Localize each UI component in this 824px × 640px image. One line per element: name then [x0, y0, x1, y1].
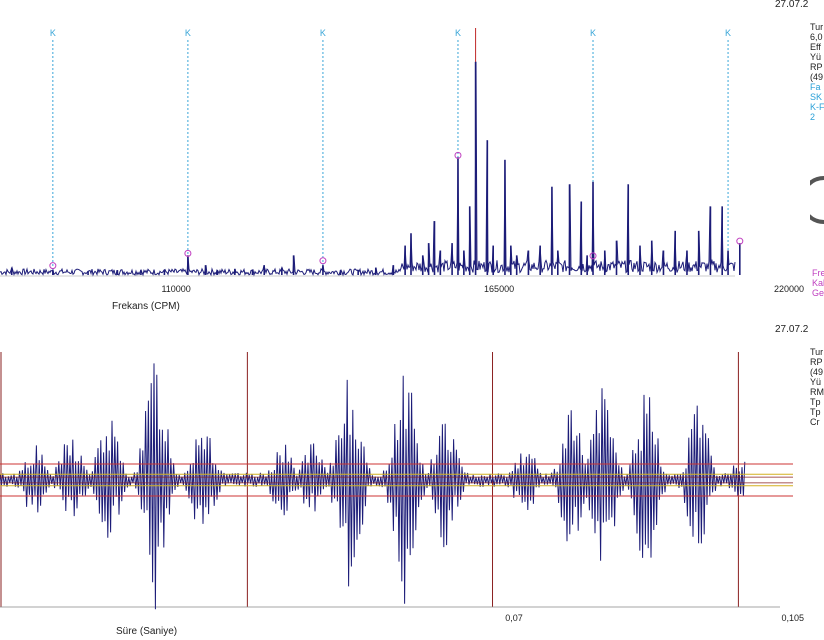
- harmonic-marker-label: K: [50, 28, 56, 38]
- spectrum-info-line: Yü: [810, 52, 822, 62]
- spectrum-x-axis-label: Frekans (CPM): [112, 301, 180, 312]
- waveform-info-line: Tp: [810, 407, 821, 417]
- spectrum-info-line: 2: [810, 112, 816, 122]
- peak-marker-circle: [319, 257, 327, 265]
- spectrum-legend: Fre Kal Ge: [812, 268, 824, 298]
- spectrum-info-line: Tur: [810, 22, 824, 32]
- legend-entry: Kal: [812, 278, 824, 288]
- harmonic-marker-label: K: [455, 28, 461, 38]
- spectrum-info-line: Eff: [810, 42, 821, 52]
- spectrum-info-line: SK: [810, 92, 823, 102]
- legend-entry: Fre: [812, 268, 824, 278]
- peak-marker-circle: [454, 151, 462, 159]
- spectrum-trace: [0, 61, 736, 277]
- waveform-header-date: 27.07.2: [775, 324, 809, 335]
- spectrum-x-tick-label: 220000: [774, 284, 804, 294]
- waveform-info-line: RM: [810, 387, 824, 397]
- legend-entry: Ge: [812, 288, 824, 298]
- waveform-info-line: Tur: [810, 347, 824, 357]
- spectrum-info-line: (49: [810, 72, 824, 82]
- spectrum-x-tick-label: 165000: [484, 284, 514, 294]
- waveform-info-line: Tp: [810, 397, 821, 407]
- harmonic-marker-label: K: [185, 28, 191, 38]
- spectrum-info-line: Fa: [810, 82, 821, 92]
- spectrum-info-line: RP: [810, 62, 823, 72]
- spectrum-chart: K K K K K K 110000 165000 220000: [0, 28, 804, 294]
- waveform-info-line: Cr: [810, 417, 820, 427]
- spectrum-header-date: 27.07.2: [775, 0, 809, 10]
- spectrum-info-line: K-F: [810, 102, 824, 112]
- spectrum-x-tick-label: 110000: [161, 284, 190, 294]
- peak-marker-circle: [736, 237, 744, 245]
- gauge-icon: [810, 176, 824, 224]
- waveform-info-panel: Tur RP (49 Yü RM Tp Tp Cr: [810, 347, 824, 427]
- waveform-x-tick-label: 0,07: [505, 613, 523, 623]
- harmonic-marker-label: K: [590, 28, 596, 38]
- waveform-info-line: Yü: [810, 377, 822, 387]
- waveform-chart: 0,07 0,105: [0, 352, 804, 623]
- spectrum-info-panel: Tur 6,0 Eff Yü RP (49 Fa SK K-F 2: [810, 22, 824, 122]
- waveform-info-line: RP: [810, 357, 823, 367]
- waveform-info-line: (49: [810, 367, 824, 377]
- peak-marker-circle: [49, 262, 57, 270]
- spectrum-info-line: 6,0: [810, 32, 823, 42]
- peak-marker-circle: [184, 249, 192, 257]
- waveform-x-axis-label: Süre (Saniye): [116, 626, 178, 637]
- waveform-x-tick-label: 0,105: [781, 613, 804, 623]
- harmonic-marker-label: K: [725, 28, 731, 38]
- harmonic-marker-label: K: [320, 28, 326, 38]
- peak-marker-circle: [589, 252, 597, 260]
